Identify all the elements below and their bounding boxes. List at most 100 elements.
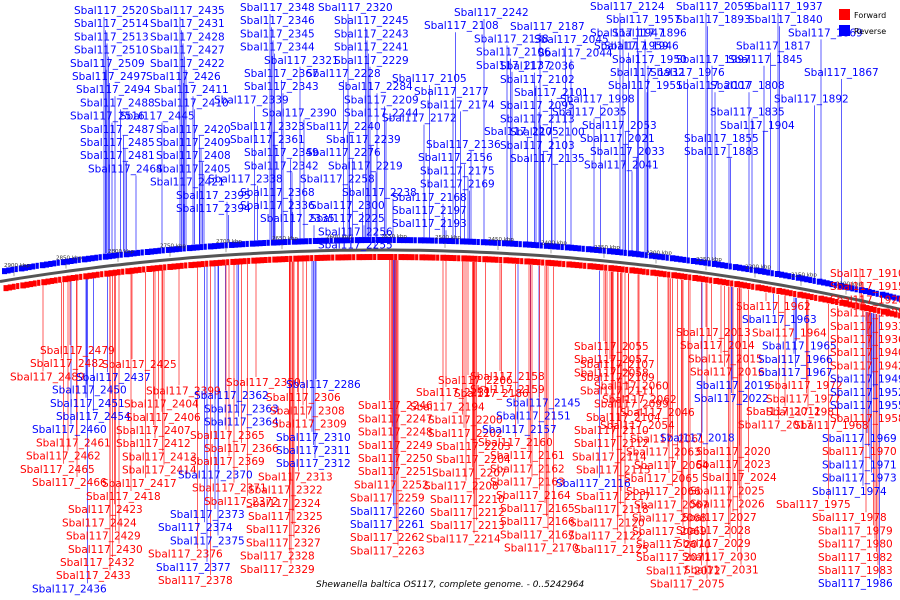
tick-label: 2700 kbp [216, 239, 242, 245]
gene-label: Sbal117_2158 [470, 371, 545, 383]
forward-gene-mark [129, 267, 135, 274]
gene-label: Sbal117_1817 [736, 41, 811, 53]
gene-label: Sbal117_2241 [334, 42, 409, 54]
gene-label: Sbal117_2329 [240, 564, 315, 576]
gene-label: Sbal117_2109 [580, 372, 655, 384]
forward-gene-mark [721, 279, 727, 286]
legend: Forward Reverse [839, 9, 886, 36]
gene-label: Sbal117_2203 [436, 441, 511, 453]
forward-gene-mark [641, 268, 646, 275]
forward-gene-mark [49, 277, 55, 284]
gene-label: Sbal117_2362 [194, 390, 269, 402]
gene-label: Sbal117_1975 [776, 499, 851, 511]
reverse-gene-mark [632, 250, 637, 257]
forward-gene-mark [742, 282, 748, 289]
gene-label: Sbal117_2429 [66, 531, 141, 543]
reverse-gene-mark [539, 242, 543, 249]
reverse-gene-mark [170, 246, 175, 253]
reverse-gene-mark [115, 252, 120, 259]
forward-gene-mark [352, 254, 356, 261]
forward-gene-mark [385, 254, 391, 261]
reverse-gene-mark [18, 265, 25, 272]
forward-gene-mark [730, 280, 734, 287]
gene-label: Sbal117_1968 [794, 420, 869, 432]
reverse-gene-mark [787, 273, 792, 280]
forward-gene-mark [683, 273, 688, 280]
reverse-gene-mark [140, 249, 144, 256]
reverse-gene-mark [6, 267, 11, 274]
gene-label: Sbal117_1950 [612, 54, 687, 66]
gene-label: Sbal117_2104 [586, 412, 661, 424]
forward-gene-mark [427, 254, 433, 261]
reverse-gene-mark [434, 237, 438, 244]
reverse-gene-mark [254, 240, 259, 247]
forward-gene-mark [16, 283, 20, 290]
reverse-gene-mark [275, 239, 280, 246]
scale-ticks: 2900 kbp 2850 kbp 2800 kbp 2750 kbp 2700 kbp… [4, 234, 862, 295]
gene-label: Sbal117_1998 [560, 93, 635, 105]
reverse-gene-mark [745, 266, 750, 273]
gene-label: Sbal117_2423 [68, 504, 143, 516]
forward-gene-mark [154, 265, 160, 272]
gene-label: Sbal117_2327 [246, 537, 321, 549]
reverse-gene-mark [111, 252, 116, 259]
gene-label: Sbal117_2370 [178, 469, 253, 481]
reverse-gene-mark [468, 238, 473, 245]
reverse-gene-mark [690, 258, 697, 265]
reverse-gene-mark [371, 237, 375, 244]
forward-gene-mark [406, 254, 412, 261]
gene-label: Sbal117_1946 [604, 41, 679, 53]
reverse-gene-mark [678, 256, 683, 263]
reverse-gene-mark [644, 252, 648, 259]
gene-label: Sbal117_2125 [574, 544, 649, 556]
gene-label: Sbal117_2488 [80, 97, 155, 109]
gene-label: Sbal117_2116 [556, 478, 631, 490]
forward-gene-mark [465, 255, 471, 262]
reverse-gene-mark [762, 268, 767, 275]
reverse-gene-mark [262, 239, 267, 246]
reverse-gene-mark [518, 241, 522, 248]
reverse-gene-mark [879, 291, 886, 298]
gene-label: Sbal117_2243 [334, 28, 409, 40]
forward-gene-mark [125, 268, 131, 275]
reverse-gene-mark [291, 238, 298, 245]
forward-gene-mark [394, 254, 398, 261]
gene-label: Sbal117_2021 [580, 133, 655, 145]
reverse-gene-mark [884, 292, 889, 299]
gene-label: Sbal117_2028 [676, 525, 751, 537]
reverse-gene-mark [443, 237, 448, 244]
reverse-gene-mark [485, 239, 490, 246]
gene-label: Sbal117_2168 [392, 192, 467, 204]
gene-label: Sbal117_2058 [574, 367, 649, 379]
gene-label: Sbal117_2451 [50, 398, 125, 410]
forward-gene-mark [650, 269, 656, 276]
gene-label: Sbal117_2256 [318, 226, 393, 238]
forward-gene-mark [423, 254, 429, 261]
reverse-gene-mark [354, 237, 361, 244]
reverse-gene-mark [27, 264, 32, 271]
map-caption: Shewanella baltica OS117, complete genom… [316, 580, 585, 590]
reverse-gene-mark [325, 237, 330, 244]
reverse-gene-mark [31, 263, 36, 270]
tick-label: 2250 kbp [696, 257, 722, 263]
gene-label: Sbal117_2166 [500, 516, 575, 528]
gene-label: Sbal117_2242 [454, 7, 529, 19]
tick-label: 2500 kbp [435, 235, 461, 241]
reverse-gene-mark [896, 295, 900, 302]
forward-gene-mark [226, 259, 230, 266]
gene-label: Sbal117_2373 [170, 509, 245, 521]
reverse-gene-mark [438, 237, 445, 244]
gene-label: Sbal117_2414 [122, 465, 197, 477]
reverse-gene-mark [506, 240, 511, 247]
gene-label: Sbal117_2248 [358, 427, 433, 439]
gene-label: Sbal117_2374 [158, 522, 233, 534]
reverse-gene-mark [65, 258, 70, 265]
gene-label: Sbal117_1840 [748, 14, 823, 26]
forward-gene-mark [431, 254, 436, 261]
gene-label: Sbal117_2365 [190, 430, 265, 442]
forward-gene-mark [167, 263, 173, 270]
reverse-gene-mark [636, 251, 641, 258]
gene-label: Sbal117_2377 [156, 562, 231, 574]
reverse-gene-mark [535, 242, 540, 249]
reverse-gene-mark [451, 238, 456, 245]
